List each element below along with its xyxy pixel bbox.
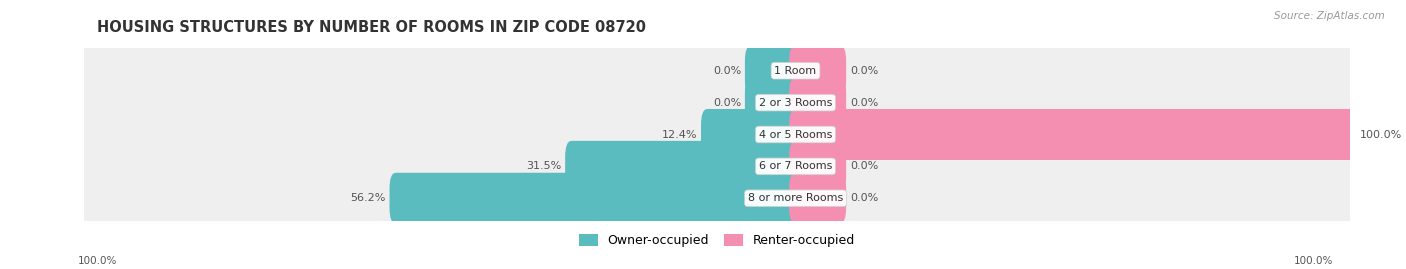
Text: 31.5%: 31.5% <box>526 161 561 171</box>
FancyBboxPatch shape <box>702 109 801 160</box>
FancyBboxPatch shape <box>79 95 1355 174</box>
FancyBboxPatch shape <box>789 45 846 96</box>
Text: 100.0%: 100.0% <box>1360 129 1402 140</box>
Legend: Owner-occupied, Renter-occupied: Owner-occupied, Renter-occupied <box>574 229 860 252</box>
Text: 0.0%: 0.0% <box>851 161 879 171</box>
FancyBboxPatch shape <box>745 77 801 128</box>
Text: 2 or 3 Rooms: 2 or 3 Rooms <box>759 98 832 108</box>
Text: 1 Room: 1 Room <box>775 66 817 76</box>
Text: 4 or 5 Rooms: 4 or 5 Rooms <box>759 129 832 140</box>
FancyBboxPatch shape <box>565 141 801 192</box>
FancyBboxPatch shape <box>789 109 1355 160</box>
Text: HOUSING STRUCTURES BY NUMBER OF ROOMS IN ZIP CODE 08720: HOUSING STRUCTURES BY NUMBER OF ROOMS IN… <box>97 20 645 35</box>
FancyBboxPatch shape <box>79 63 1355 142</box>
Text: 0.0%: 0.0% <box>851 66 879 76</box>
Text: 0.0%: 0.0% <box>713 98 741 108</box>
FancyBboxPatch shape <box>745 45 801 96</box>
FancyBboxPatch shape <box>79 127 1355 206</box>
FancyBboxPatch shape <box>789 77 846 128</box>
Text: 100.0%: 100.0% <box>1294 256 1333 266</box>
FancyBboxPatch shape <box>789 173 846 224</box>
Text: 8 or more Rooms: 8 or more Rooms <box>748 193 844 203</box>
Text: Source: ZipAtlas.com: Source: ZipAtlas.com <box>1274 11 1385 21</box>
Text: 0.0%: 0.0% <box>851 98 879 108</box>
FancyBboxPatch shape <box>79 159 1355 238</box>
Text: 12.4%: 12.4% <box>662 129 697 140</box>
FancyBboxPatch shape <box>789 141 846 192</box>
FancyBboxPatch shape <box>389 173 801 224</box>
Text: 6 or 7 Rooms: 6 or 7 Rooms <box>759 161 832 171</box>
Text: 0.0%: 0.0% <box>713 66 741 76</box>
Text: 56.2%: 56.2% <box>350 193 385 203</box>
FancyBboxPatch shape <box>79 31 1355 110</box>
Text: 100.0%: 100.0% <box>77 256 117 266</box>
Text: 0.0%: 0.0% <box>851 193 879 203</box>
